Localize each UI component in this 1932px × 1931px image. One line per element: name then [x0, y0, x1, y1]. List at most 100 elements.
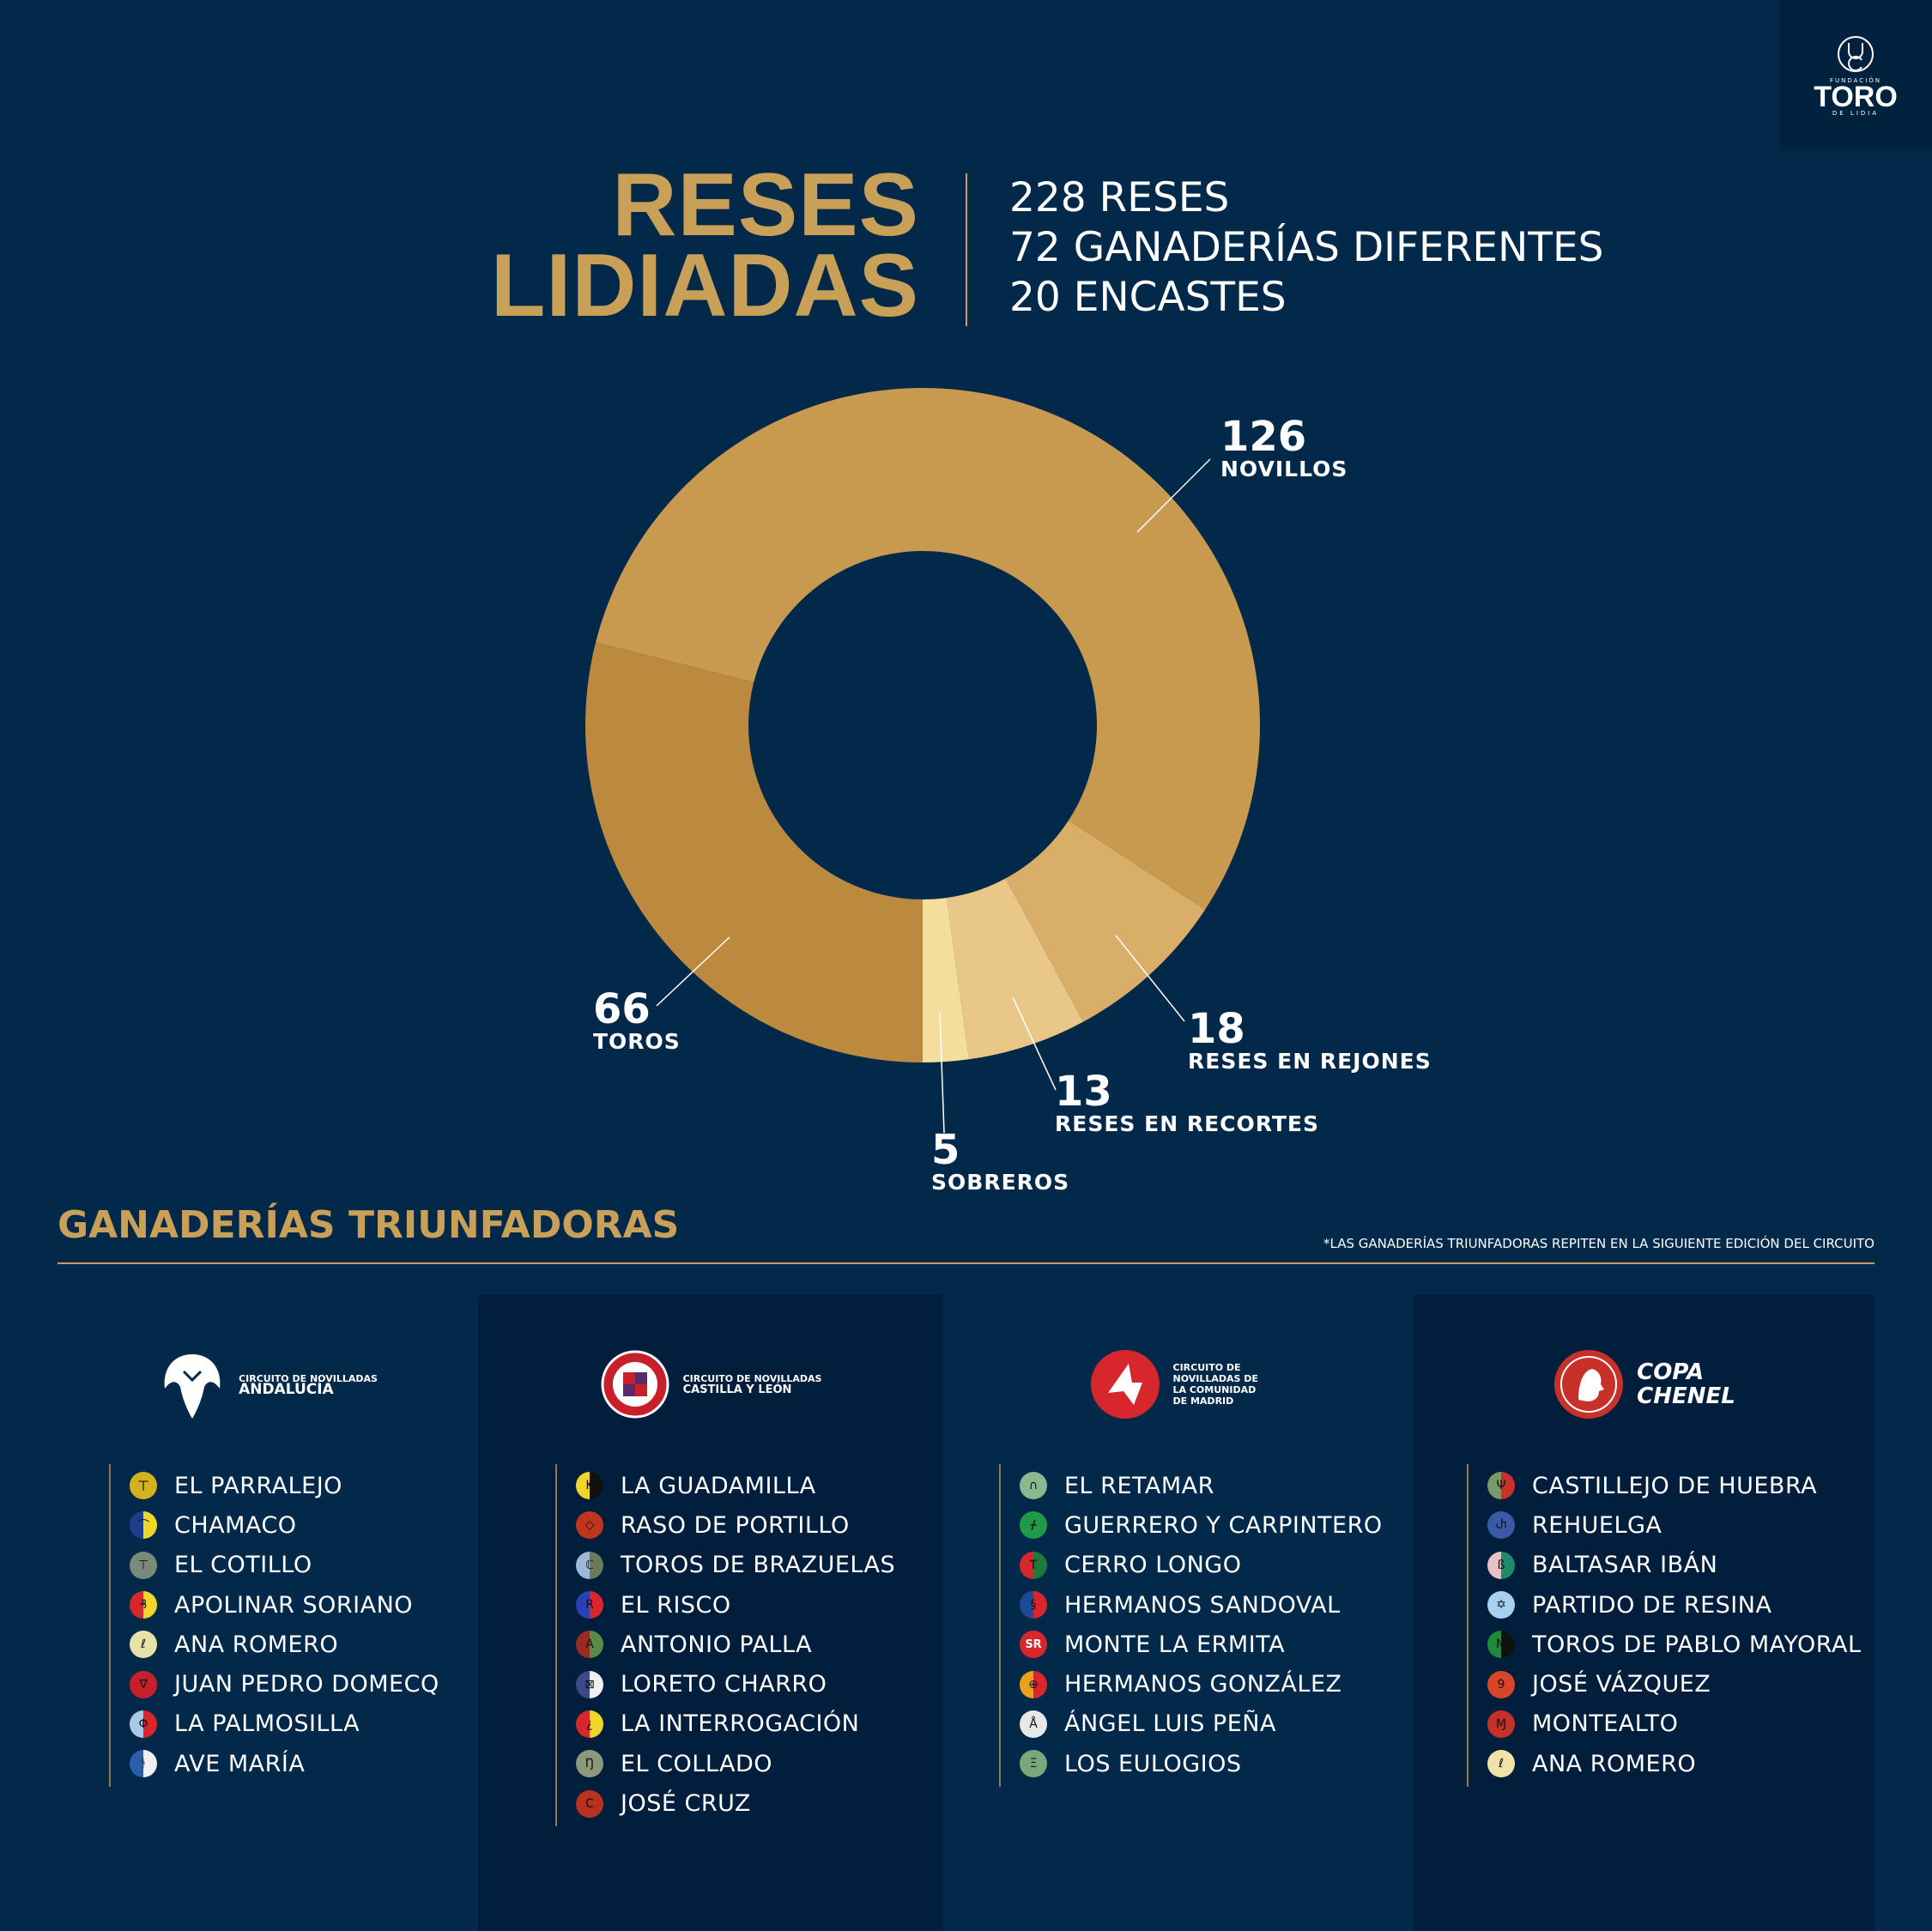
ganaderia-brand-icon: Ⴐ — [1487, 1511, 1515, 1540]
list-item: 9 JOSÉ VÁZQUEZ — [1487, 1664, 1862, 1704]
ganaderia-brand-icon: C — [576, 1789, 603, 1818]
list-item: ⊕ HERMANOS GONZÁLEZ — [1020, 1664, 1383, 1704]
title-divider — [966, 173, 967, 326]
panel-chenel-list: Ψ CASTILLEJO DE HUEBRA Ⴐ REHUELGA ß BALTASA… — [1487, 1466, 1862, 1783]
ganaderia-brand-icon: Ψ — [1487, 1472, 1515, 1500]
label-toros: 66 TOROS — [593, 988, 681, 1053]
list-item: ℓ ANA ROMERO — [1487, 1744, 1862, 1783]
panel-castilla-logo: CIRCUITO DE NOVILLADAS CASTILLA Y LEÓN — [478, 1337, 942, 1432]
ganaderia-brand-icon: Å — [1020, 1710, 1047, 1738]
list-item: ⊠ LORETO CHARRO — [576, 1664, 895, 1704]
logo-sub-text: DE LIDIA — [1832, 110, 1880, 117]
list-item: Ƭ CERRO LONGO — [1020, 1546, 1383, 1585]
panel-copa-chenel: COPA CHENEL Ψ CASTILLEJO DE HUEBRA Ⴐ REHUE… — [1414, 1294, 1874, 1931]
ganaderia-brand-icon: ß — [1487, 1551, 1515, 1579]
label-recortes-text: RESES EN RECORTES — [1055, 1111, 1320, 1136]
logo-small-text: FUNDACIÓN — [1829, 77, 1882, 84]
list-item: § HERMANOS SANDOVAL — [1020, 1585, 1383, 1625]
list-item: Φ LA PALMOSILLA — [130, 1704, 439, 1744]
list-item: ᚋ GUERRERO Y CARPINTERO — [1020, 1505, 1383, 1545]
logo-big-text: TORO — [1814, 81, 1898, 113]
list-item: ₰ APOLINAR SORIANO — [130, 1585, 439, 1625]
list-item: Ξ LOS EULOGIOS — [1020, 1744, 1383, 1783]
panel-andalucia-logo-small: CIRCUITO DE NOVILLADAS — [239, 1373, 378, 1384]
label-novillos-value: 126 — [1220, 413, 1307, 461]
label-novillos-text: NOVILLOS — [1220, 457, 1348, 481]
ganaderia-brand-icon: Ξ — [1020, 1750, 1047, 1778]
list-item: ¿ LA INTERROGACIÓN — [576, 1704, 895, 1744]
ganaderia-brand-icon: ᚋ — [1020, 1511, 1047, 1540]
label-sobreros: 5 SOBREROS — [931, 1129, 1069, 1194]
panel-castilla-list: K LA GUADAMILLA ◇ RASO DE PORTILLO ℂ TOROS … — [576, 1466, 895, 1824]
ganaderia-brand-icon: A — [576, 1631, 603, 1659]
slice-novillos — [596, 388, 1260, 910]
slice-sobreros — [923, 898, 969, 1062]
ganaderia-brand-icon: M — [1487, 1631, 1515, 1659]
slice-toros — [584, 642, 923, 1062]
leader-line-toros — [656, 936, 730, 1007]
ganaderia-brand-icon: ∩ — [1020, 1472, 1047, 1500]
section-title: GANADERÍAS TRIUNFADORAS — [58, 1203, 680, 1247]
list-item: ∩ EL RETAMAR — [1020, 1466, 1383, 1505]
panel-castilla-leon: CIRCUITO DE NOVILLADAS CASTILLA Y LEÓN K… — [478, 1294, 942, 1931]
list-item: ℂ TOROS DE BRAZUELAS — [576, 1546, 895, 1585]
title-line-2: LIDIADAS — [490, 236, 919, 336]
ganaderia-brand-icon: Ɱ — [1487, 1710, 1515, 1738]
panel-castilla-logo-small: CIRCUITO DE NOVILLADAS — [682, 1373, 822, 1384]
ganaderia-brand-icon: ◇ — [576, 1511, 603, 1540]
panel-andalucia: CIRCUITO DE NOVILLADAS ANDALUCÍA ㄒ EL PAR… — [58, 1294, 478, 1931]
page-title: RESES LIDIADAS — [490, 160, 919, 336]
panel-chenel-logo: COPA CHENEL — [1414, 1337, 1874, 1432]
label-recortes-value: 13 — [1055, 1068, 1112, 1116]
bull-wings-icon — [164, 1354, 221, 1419]
panel-castilla-line — [555, 1464, 557, 1826]
list-item: SR MONTE LA ERMITA — [1020, 1625, 1383, 1664]
ganaderia-brand-icon: 9 — [1487, 1670, 1515, 1698]
ganaderia-brand-icon: ᚬ — [130, 1750, 157, 1778]
donut-chart — [584, 388, 1260, 1134]
list-item: A ANTONIO PALLA — [576, 1625, 895, 1664]
list-item: ᚬ AVE MARÍA — [130, 1744, 439, 1783]
fundacion-logo: FUNDACIÓN TORO DE LIDIA — [1779, 0, 1932, 151]
ganaderia-brand-icon: Φ — [130, 1710, 157, 1738]
madrid-emblem-icon — [1090, 1350, 1160, 1419]
list-item: ℓ ANA ROMERO — [130, 1625, 439, 1664]
list-item: C JOSÉ CRUZ — [576, 1783, 895, 1823]
list-item: Å ÁNGEL LUIS PEÑA — [1020, 1704, 1383, 1744]
list-item: M TOROS DE PABLO MAYORAL — [1487, 1625, 1862, 1664]
list-item: Ŋ EL COLLADO — [576, 1744, 895, 1783]
ganaderia-brand-icon: ℓ — [130, 1631, 157, 1659]
ganaderia-brand-icon: ℂ — [576, 1551, 603, 1579]
panel-andalucia-line — [109, 1464, 111, 1787]
slice-rejones — [1005, 820, 1206, 1022]
ganaderia-brand-icon: Ŋ — [576, 1750, 603, 1778]
list-item: Ⴐ REHUELGA — [1487, 1505, 1862, 1545]
list-item: ⊤ EL COTILLO — [130, 1546, 439, 1585]
list-item: K LA GUADAMILLA — [576, 1466, 895, 1505]
panel-chenel-logo-small: COPA — [1637, 1359, 1705, 1385]
castilla-emblem-icon — [601, 1350, 669, 1419]
label-sobreros-text: SOBREROS — [931, 1170, 1070, 1195]
panel-madrid-logo: CIRCUITO DE NOVILLADAS DE LA COMUNIDAD D… — [942, 1337, 1414, 1432]
ganaderia-brand-icon: ∇ — [130, 1670, 157, 1698]
ganaderia-brand-icon: Ƭ — [1020, 1551, 1047, 1579]
label-rejones-text: RESES EN REJONES — [1188, 1049, 1432, 1074]
panel-madrid-line — [999, 1464, 1001, 1787]
panel-madrid-logo-small: CIRCUITO DE NOVILLADAS DE LA COMUNIDAD D… — [1172, 1362, 1258, 1407]
label-sobreros-value: 5 — [931, 1126, 960, 1174]
label-rejones: 18 RESES EN REJONES — [1188, 1008, 1432, 1073]
label-toros-text: TOROS — [593, 1029, 681, 1054]
leader-line-novillos — [1136, 458, 1211, 533]
label-toros-value: 66 — [593, 985, 651, 1033]
ganaderia-brand-icon: § — [1020, 1591, 1047, 1619]
ganaderia-brand-icon: SR — [1020, 1631, 1047, 1659]
ganaderia-brand-icon: R — [576, 1591, 603, 1619]
label-novillos: 126 NOVILLOS — [1220, 415, 1348, 481]
panel-madrid: CIRCUITO DE NOVILLADAS DE LA COMUNIDAD D… — [942, 1294, 1414, 1931]
label-recortes: 13 RESES EN RECORTES — [1055, 1070, 1319, 1135]
list-item: ㄒ EL PARRALEJO — [130, 1466, 439, 1505]
panel-andalucia-list: ㄒ EL PARRALEJO ⌒ CHAMACO ⊤ EL COTILLO ₰ APOL… — [130, 1466, 439, 1783]
section-footnote: *LAS GANADERÍAS TRIUNFADORAS REPITEN EN … — [1323, 1236, 1874, 1251]
panel-chenel-line — [1467, 1464, 1469, 1787]
list-item: Ψ CASTILLEJO DE HUEBRA — [1487, 1466, 1862, 1505]
